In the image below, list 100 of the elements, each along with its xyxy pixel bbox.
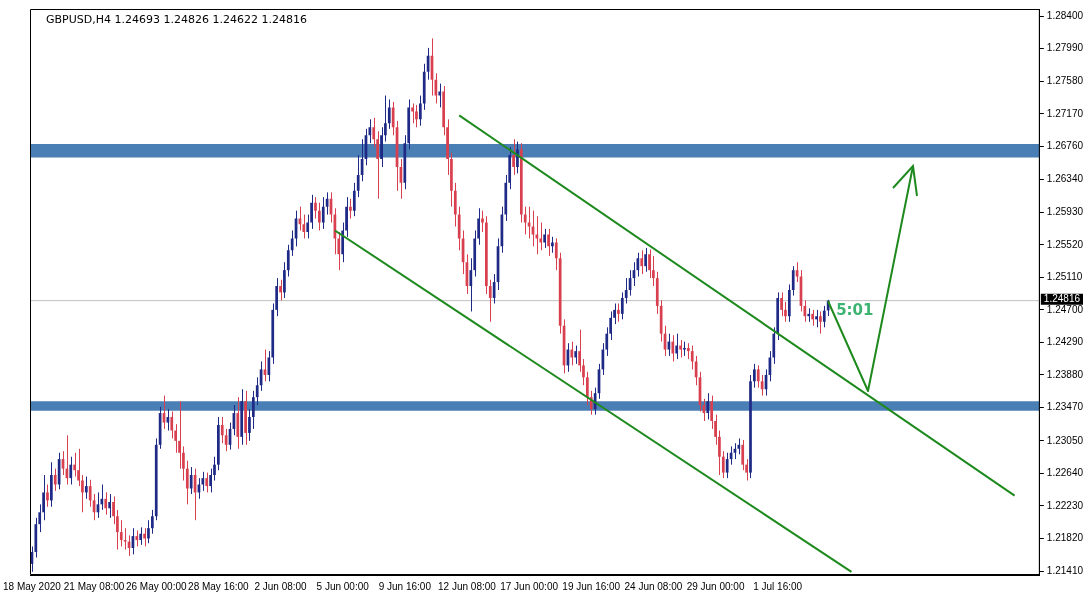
y-tick-label: 1.26340 xyxy=(1046,173,1084,185)
candlestick xyxy=(690,345,694,370)
chart-title: GBPUSD,H4 1.24693 1.24826 1.24622 1.24816 xyxy=(46,13,307,27)
candlestick xyxy=(807,307,811,323)
candlestick xyxy=(418,95,422,127)
candlestick xyxy=(104,491,108,516)
candlestick xyxy=(570,341,574,366)
candlestick xyxy=(318,202,321,231)
candlestick xyxy=(321,196,325,230)
candlestick xyxy=(255,376,259,406)
candlestick xyxy=(209,468,212,493)
x-tick-label: 21 May 08:00 xyxy=(63,580,125,592)
candlestick xyxy=(706,392,710,420)
candlestick xyxy=(150,509,154,535)
y-tick-label: 1.25520 xyxy=(1046,238,1084,250)
candlestick xyxy=(512,138,515,176)
candlestick xyxy=(640,249,644,275)
candlestick xyxy=(760,374,764,397)
y-tick-label: 1.22230 xyxy=(1046,499,1084,511)
candlestick xyxy=(279,279,282,301)
y-tick-label: 1.27990 xyxy=(1046,42,1084,54)
candlestick xyxy=(53,468,57,492)
candlestick xyxy=(492,273,496,305)
x-tick-label: 12 Jun 08:00 xyxy=(438,580,497,592)
candlestick xyxy=(523,206,527,235)
x-tick-label: 24 Jun 08:00 xyxy=(624,580,683,592)
candlestick xyxy=(123,527,127,551)
candlestick xyxy=(547,228,550,257)
y-tick-label: 1.27580 xyxy=(1046,74,1084,86)
candlestick xyxy=(780,291,783,317)
candlestick xyxy=(578,329,581,373)
candlestick xyxy=(185,460,189,505)
candlestick xyxy=(457,206,461,251)
candlestick xyxy=(721,450,725,479)
candlestick xyxy=(248,408,251,442)
candlestick xyxy=(488,279,492,323)
annotation: 5:01 xyxy=(836,300,874,319)
candlestick xyxy=(170,410,174,439)
candlestick xyxy=(481,210,484,233)
y-tick-label: 1.21410 xyxy=(1046,564,1084,576)
candlestick xyxy=(236,396,240,450)
candlestick xyxy=(290,229,294,257)
candlestick xyxy=(648,249,651,279)
candlestick xyxy=(620,291,624,320)
candlestick xyxy=(119,519,123,547)
candlestick xyxy=(88,479,92,508)
candlestick xyxy=(224,428,228,452)
candlestick xyxy=(675,333,679,360)
candlestick xyxy=(725,452,729,479)
candlestick xyxy=(189,466,193,495)
candlestick xyxy=(251,390,255,430)
candlestick xyxy=(46,484,49,508)
x-tick-label: 9 Jun 16:00 xyxy=(378,580,432,592)
candlestick xyxy=(453,182,457,228)
x-tick-label: 5 Jun 00:00 xyxy=(316,580,370,592)
x-tick-label: 2 Jun 08:00 xyxy=(254,580,308,592)
y-tick-label: 1.25930 xyxy=(1046,205,1084,217)
x-tick-label: 1 Jul 16:00 xyxy=(753,580,803,592)
candlestick xyxy=(314,196,317,220)
candlestick xyxy=(543,228,546,249)
y-tick-label: 1.22640 xyxy=(1046,467,1084,479)
candlestick xyxy=(380,126,383,168)
y-tick-label: 1.23880 xyxy=(1046,368,1084,380)
y-tick-label: 1.26760 xyxy=(1046,140,1084,152)
candlestick xyxy=(286,244,290,278)
candlestick xyxy=(391,101,395,136)
candlestick xyxy=(791,265,795,297)
candlestick xyxy=(69,456,73,485)
candlestick xyxy=(415,104,418,128)
candlestick xyxy=(205,472,209,493)
x-tick-label: 28 May 16:00 xyxy=(188,580,250,592)
candlestick xyxy=(220,416,224,444)
y-tick-label: 1.21820 xyxy=(1046,532,1084,544)
candlestick xyxy=(624,277,628,305)
candlestick xyxy=(644,247,647,273)
y-tick-label: 1.23050 xyxy=(1046,434,1084,446)
x-tick-label: 18 May 2020 xyxy=(3,580,62,592)
y-tick-label: 1.23470 xyxy=(1046,401,1084,413)
candlestick xyxy=(438,83,442,108)
x-tick-label: 29 Jun 00:00 xyxy=(686,580,745,592)
y-tick-label: 1.28400 xyxy=(1046,9,1084,21)
candlestick xyxy=(147,519,150,544)
candlestick xyxy=(387,99,391,130)
y-tick-label: 1.24700 xyxy=(1046,303,1084,315)
y-tick-label: 1.27170 xyxy=(1046,107,1084,119)
candlestick xyxy=(574,345,578,365)
x-tick-label: 26 May 00:00 xyxy=(125,580,187,592)
candlestick xyxy=(516,141,519,174)
candlestick xyxy=(671,334,675,362)
candlestick xyxy=(283,261,286,299)
candlestick xyxy=(753,363,756,389)
candlestick xyxy=(108,493,111,519)
candlestick xyxy=(84,476,88,500)
y-tick-label: 1.25110 xyxy=(1046,271,1083,283)
candlestick xyxy=(352,182,356,217)
candlestick xyxy=(349,198,352,220)
candlestick xyxy=(178,400,181,470)
ref-line-label: 1.24816 xyxy=(1043,292,1081,304)
candlestick xyxy=(411,102,414,124)
candlestick xyxy=(356,154,360,198)
